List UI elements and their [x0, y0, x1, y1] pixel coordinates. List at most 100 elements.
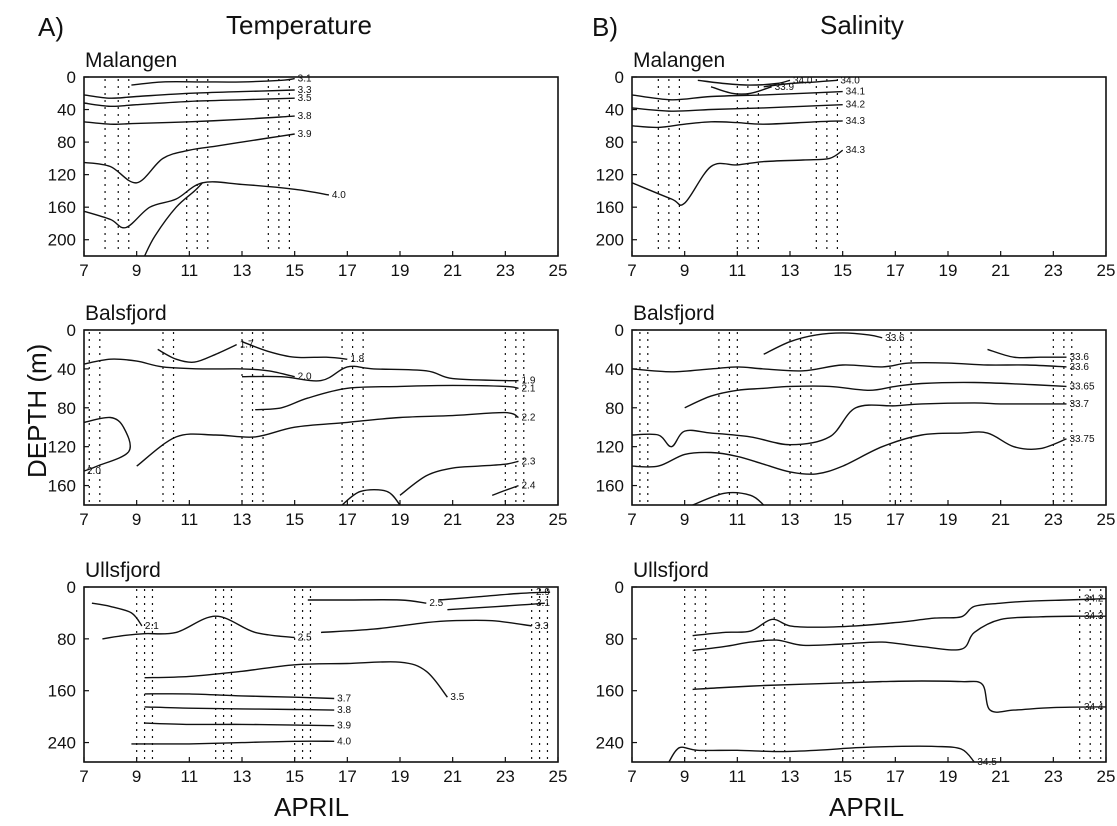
salinity-title: Salinity: [820, 10, 904, 40]
fjord-name: Ullsfjord: [633, 559, 709, 582]
contour-line: [131, 77, 295, 86]
x-tick-label: 19: [939, 261, 958, 280]
contour-label: 34.3: [1084, 611, 1104, 622]
contour-line: [320, 619, 532, 634]
x-tick-label: 7: [627, 767, 636, 786]
contour-line: [439, 591, 551, 601]
contour-line: [241, 365, 519, 382]
x-tick-label: 11: [729, 767, 747, 786]
y-tick-label: 160: [48, 682, 76, 701]
contour-line: [83, 133, 295, 184]
x-tick-label: 9: [680, 510, 689, 529]
x-tick-label: 15: [833, 767, 852, 786]
contour-label: 33.75: [1070, 434, 1095, 445]
x-tick-label: 25: [1097, 510, 1116, 529]
contour-line: [131, 740, 335, 745]
contour-label: 2.2: [522, 413, 536, 424]
chart-panels: 3.13.33.53.83.94.07 9 11 13 15 17 19 21 23 250408…: [48, 49, 1116, 786]
contour-line: [763, 332, 883, 355]
contour-line: [684, 381, 1067, 409]
contour-label: 3.8: [298, 111, 312, 122]
fjord-name: Balsfjord: [85, 302, 167, 325]
contour-label: 4.0: [332, 190, 346, 201]
contour-label: 3.8: [337, 705, 351, 716]
x-tick-label: 23: [496, 767, 515, 786]
x-tick-label: 7: [627, 261, 636, 280]
panel-b-label: B): [592, 12, 618, 42]
y-tick-label: 40: [605, 101, 624, 120]
contour-line: [692, 598, 1107, 637]
contour-line: [83, 358, 295, 378]
x-tick-label: 19: [939, 767, 958, 786]
contour-label: 3.9: [298, 129, 312, 140]
panel-a-balsfjord: 1.7 1.8 2.0 1.92.1 2.0 2.2 2.3 2.4 7 9 11 13 15 17 19 2…: [48, 302, 568, 529]
contour-line: [241, 341, 348, 360]
y-tick-label: 160: [48, 477, 76, 496]
contour-label: 2.5: [429, 598, 443, 609]
x-tick-label: 13: [781, 510, 800, 529]
contour-line: [447, 602, 545, 611]
y-tick-label: 0: [615, 578, 624, 597]
contour-line: [631, 361, 1067, 373]
fjord-name: Ullsfjord: [85, 559, 161, 582]
x-tick-label: 7: [79, 767, 88, 786]
x-tick-label: 13: [233, 767, 252, 786]
y-tick-label: 160: [48, 198, 76, 217]
contour-label: 3.9: [337, 721, 351, 732]
x-tick-label: 25: [1097, 767, 1116, 786]
x-tick-label: 23: [1044, 510, 1063, 529]
y-tick-label: 120: [596, 438, 624, 457]
contour-label: 34.0: [840, 75, 860, 86]
x-tick-label: 23: [1044, 261, 1063, 280]
contour-label: 33.7: [1070, 399, 1090, 410]
x-tick-label: 11: [181, 767, 199, 786]
x-tick-label: 21: [991, 261, 1010, 280]
x-tick-label: 9: [680, 261, 689, 280]
contour-line: [399, 460, 519, 496]
y-tick-label: 0: [615, 321, 624, 340]
x-tick-label: 11: [729, 261, 747, 280]
contour-label: 3.3: [535, 621, 549, 632]
contour-line: [255, 384, 519, 411]
contour-line: [697, 79, 791, 86]
y-tick-label: 120: [48, 166, 76, 185]
april-axis-label-b: APRIL: [829, 792, 904, 822]
contour-label: 3.1: [298, 74, 312, 85]
plot-frame: [83, 586, 559, 763]
contour-line: [144, 693, 335, 700]
panel-a-ullsfjord: 2.1 2.5 2.5 2.93.1 3.3 3.5 3.73.8 3.9 4.0 7 9 11 13 1…: [48, 559, 568, 786]
x-tick-label: 9: [132, 767, 141, 786]
x-tick-label: 9: [132, 261, 141, 280]
x-tick-label: 17: [886, 767, 905, 786]
contour-line: [83, 97, 295, 108]
x-tick-label: 19: [391, 767, 410, 786]
y-tick-label: 80: [605, 399, 624, 418]
contour-line: [631, 149, 844, 206]
y-tick-label: 120: [48, 438, 76, 457]
contour-label: 2.0: [87, 466, 101, 477]
x-tick-label: 13: [781, 767, 800, 786]
contour-line: [763, 79, 838, 88]
y-tick-label: 200: [48, 231, 76, 250]
y-tick-label: 160: [596, 682, 624, 701]
contour-line: [692, 615, 1107, 652]
y-tick-label: 80: [57, 133, 76, 152]
contour-label: 2.4: [522, 481, 536, 492]
x-tick-label: 25: [1097, 261, 1116, 280]
plot-frame: [83, 329, 559, 506]
contour-line: [144, 661, 448, 698]
y-tick-label: 0: [67, 321, 76, 340]
x-tick-label: 9: [680, 767, 689, 786]
depth-axis-label: DEPTH (m): [22, 344, 52, 478]
plot-frame: [631, 586, 1107, 763]
contour-line: [987, 348, 1067, 359]
y-tick-label: 40: [605, 360, 624, 379]
contour-line: [668, 745, 975, 763]
contour-line: [307, 599, 427, 604]
plot-frame: [83, 76, 559, 257]
y-tick-label: 160: [596, 477, 624, 496]
x-tick-label: 25: [549, 261, 568, 280]
x-tick-label: 19: [939, 510, 958, 529]
contour-label: 2.9: [536, 587, 550, 598]
contour-line: [143, 182, 204, 257]
